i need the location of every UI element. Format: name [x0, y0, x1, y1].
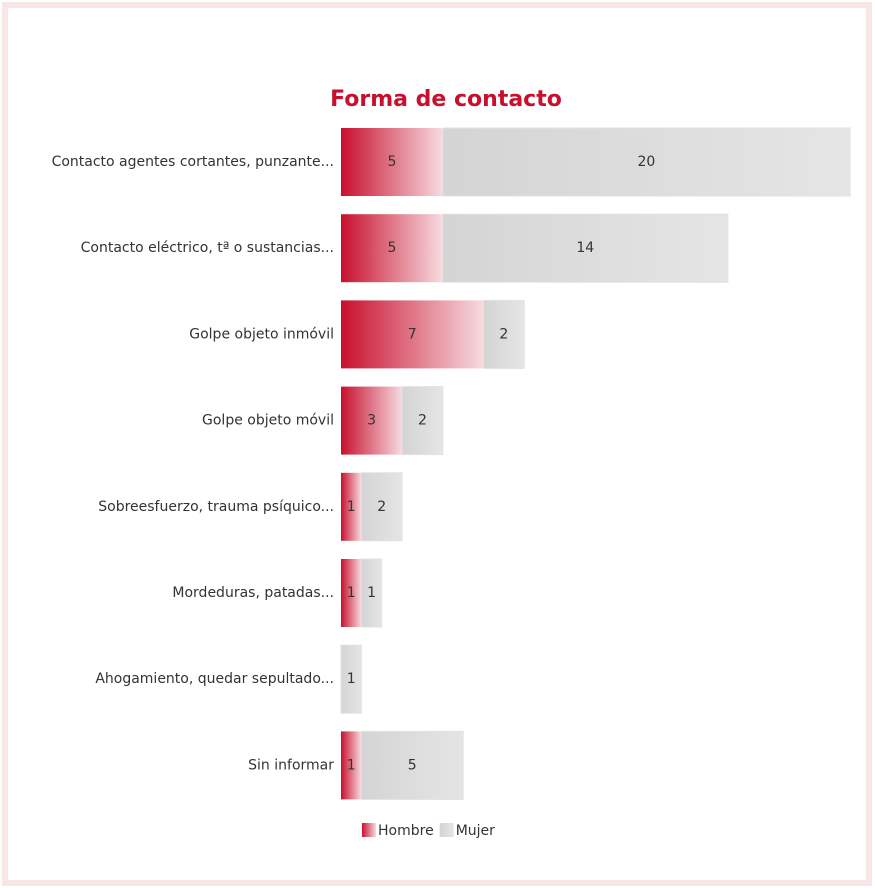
bar-segment [340, 644, 362, 714]
y-tick-label: Mordeduras, patadas... [172, 585, 334, 601]
legend-swatch [362, 823, 376, 837]
y-tick-label: Sin informar [248, 757, 334, 773]
bar-segment [341, 731, 362, 800]
data-label: 1 [347, 499, 356, 515]
bar-segment [401, 386, 444, 456]
y-tick-label: Golpe objeto inmóvil [189, 326, 334, 342]
bar-segment [341, 472, 362, 541]
y-tick-label: Golpe objeto móvil [202, 413, 334, 429]
data-label: 1 [347, 671, 356, 687]
bar-segment [360, 558, 383, 628]
data-label: 5 [387, 154, 396, 170]
bar-segment [341, 386, 403, 455]
data-label: 5 [408, 757, 417, 773]
data-label: 1 [347, 585, 356, 601]
chart-title: Forma de contacto [330, 87, 562, 112]
y-tick-label: Sobreesfuerzo, trauma psíquico... [98, 499, 334, 515]
legend-label: Hombre [378, 823, 434, 839]
bar-segment [360, 730, 464, 800]
y-tick-label: Contacto agentes cortantes, punzante... [52, 154, 334, 170]
data-label: 2 [377, 499, 386, 515]
legend-label: Mujer [456, 823, 495, 839]
data-label: 20 [637, 154, 655, 170]
data-label: 2 [499, 326, 508, 342]
y-tick-label: Ahogamiento, quedar sepultado... [95, 671, 334, 687]
data-label: 14 [576, 240, 594, 256]
data-label: 5 [387, 240, 396, 256]
data-label: 3 [367, 413, 376, 429]
bar-segment [341, 300, 484, 369]
bar-segment [442, 127, 851, 197]
data-label: 1 [347, 757, 356, 773]
data-label: 2 [418, 413, 427, 429]
bar-segment [360, 472, 403, 542]
bar-segment [483, 299, 525, 369]
y-tick-label: Contacto eléctrico, tª o sustancias... [81, 240, 334, 256]
bar-segment [341, 214, 443, 283]
legend-swatch [439, 823, 454, 837]
bar-segment [341, 128, 443, 196]
data-label: 7 [408, 326, 417, 342]
bar-segment [442, 213, 729, 283]
data-label: 1 [367, 585, 376, 601]
bar-segment [341, 559, 362, 627]
